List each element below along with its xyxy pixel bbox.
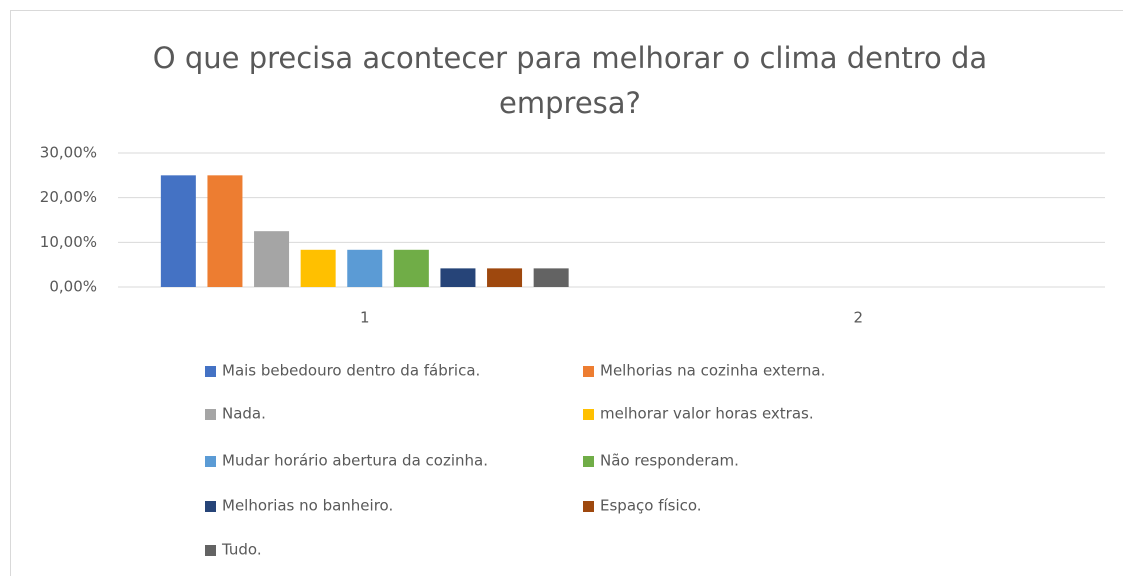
legend-swatch — [583, 409, 594, 420]
bar — [393, 249, 429, 287]
chart-frame — [10, 10, 1123, 576]
bar — [254, 231, 290, 287]
legend-swatch — [205, 501, 216, 512]
chart-title: O que precisa acontecer para melhorar o … — [152, 41, 988, 120]
legend-label: Mais bebedouro dentro da fábrica. — [222, 362, 480, 380]
legend-label: Nada. — [222, 405, 266, 423]
legend-swatch — [205, 366, 216, 377]
y-tick-label: 0,00% — [49, 278, 97, 296]
bar — [207, 175, 243, 287]
legend-swatch — [205, 456, 216, 467]
legend-swatch — [205, 545, 216, 556]
y-tick-label: 30,00% — [40, 144, 97, 162]
legend-label: Melhorias no banheiro. — [222, 497, 393, 515]
legend-swatch — [205, 409, 216, 420]
bar — [533, 268, 569, 287]
legend-label: Mudar horário abertura da cozinha. — [222, 452, 488, 470]
legend-label: Não responderam. — [600, 452, 739, 470]
x-tick-label: 1 — [360, 309, 370, 327]
y-tick-label: 20,00% — [40, 188, 97, 206]
legend-swatch — [583, 501, 594, 512]
legend-swatch — [583, 366, 594, 377]
legend-label: Melhorias na cozinha externa. — [600, 362, 825, 380]
legend-swatch — [583, 456, 594, 467]
bar — [347, 249, 383, 287]
x-tick-label: 2 — [853, 309, 863, 327]
legend-label: melhorar valor horas extras. — [600, 405, 814, 423]
bar — [487, 268, 523, 287]
bar — [440, 268, 476, 287]
bar — [300, 249, 336, 287]
legend-label: Tudo. — [221, 541, 262, 559]
y-tick-label: 10,00% — [40, 233, 97, 251]
legend-label: Espaço físico. — [600, 497, 702, 515]
bar — [160, 175, 196, 287]
